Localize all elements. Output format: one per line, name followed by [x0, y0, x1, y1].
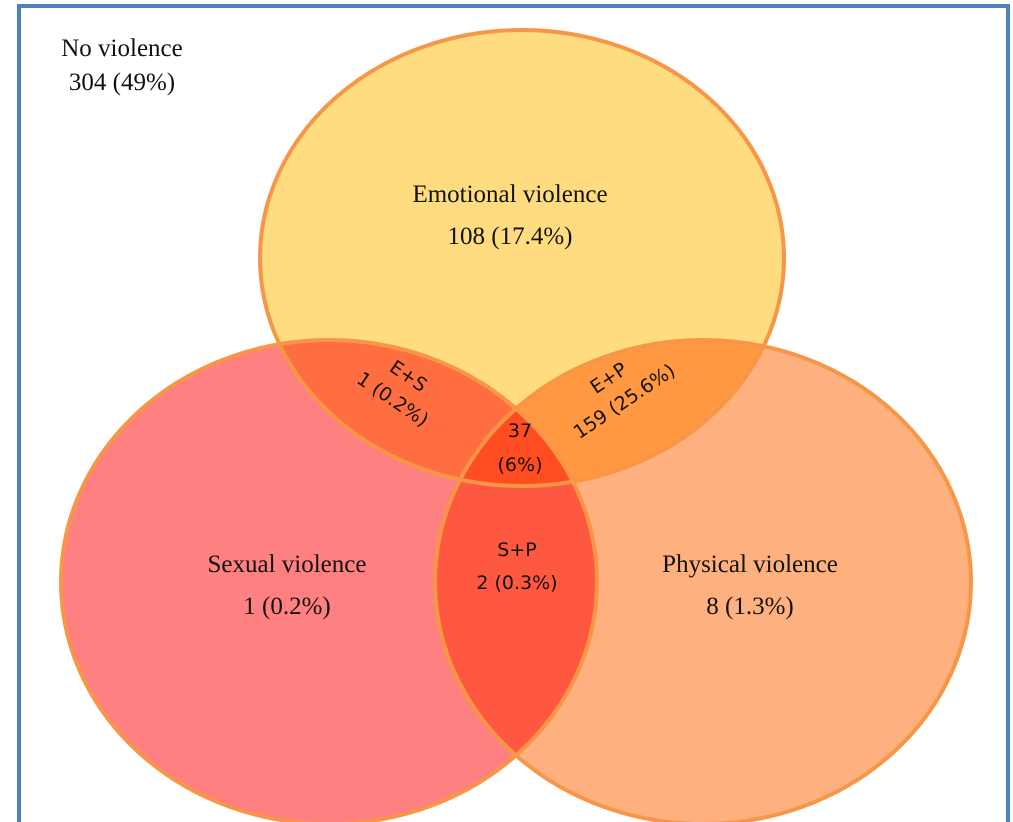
set-count: 8 (1.3%)	[706, 593, 793, 620]
set-name: Physical violence	[662, 551, 838, 578]
outside-name: No violence	[61, 35, 182, 62]
sexual-circle	[61, 340, 597, 822]
set-name: Sexual violence	[208, 551, 367, 578]
overlap-count: 2 (0.3%)	[476, 572, 557, 594]
emotional-outline	[258, 28, 786, 488]
circle-outlines	[59, 28, 973, 822]
set-name: Emotional violence	[412, 181, 607, 208]
outside-count: 304 (49%)	[69, 69, 175, 96]
physical-outline	[433, 338, 973, 822]
center-share: (6%)	[498, 454, 543, 476]
physical-circle	[435, 340, 971, 822]
overlap-name: S+P	[497, 539, 536, 561]
center-count: 37	[508, 420, 532, 442]
sexual-outline	[59, 338, 599, 822]
circles	[61, 30, 971, 822]
set-count: 1 (0.2%)	[243, 593, 330, 620]
set-count: 108 (17.4%)	[448, 223, 573, 250]
frame	[17, 4, 1010, 822]
